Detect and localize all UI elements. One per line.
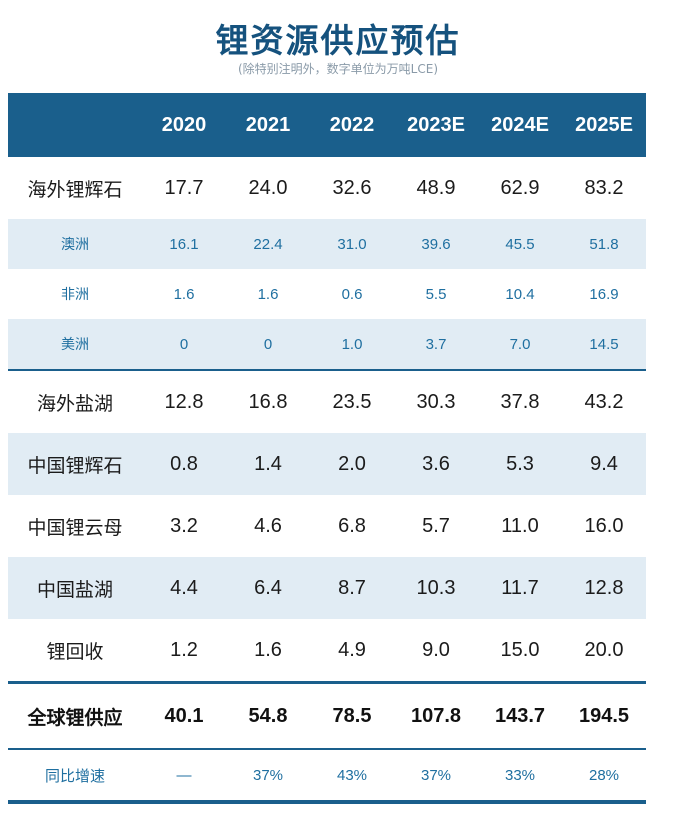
table-cell: 5.5: [425, 285, 447, 303]
table-cell: 4.4: [142, 557, 226, 619]
table-cell: 7.0: [478, 319, 562, 370]
table-row: 中国锂云母 3.2 4.6 6.8 5.7 11.0 16.0: [8, 495, 646, 557]
table-cell: 0: [142, 319, 226, 370]
growth-row: 同比增速 — 37% 43% 37% 33% 28%: [8, 748, 646, 804]
table-cell: 30.3: [394, 369, 478, 433]
table-cell: 43%: [310, 748, 394, 804]
row-label: 同比增速: [8, 748, 142, 804]
table-cell: 33%: [478, 748, 562, 804]
table-cell: 194.5: [562, 681, 646, 749]
row-label: 中国盐湖: [8, 557, 142, 619]
table-cell: 4.6: [254, 514, 282, 537]
table-cell: 17.7: [164, 176, 204, 199]
page-subtitle: (除特别注明外，数字单位为万吨LCE): [237, 62, 438, 76]
table-cell: 37%: [226, 748, 310, 804]
header-cell: 2025E: [562, 93, 646, 157]
table-cell: 12.8: [562, 557, 646, 619]
total-row: 全球锂供应 40.1 54.8 78.5 107.8 143.7 194.5: [8, 681, 646, 749]
page-title: 锂资源供应预估: [215, 21, 461, 60]
table-cell: 40.1: [142, 681, 226, 749]
table-cell: 16.1: [142, 219, 226, 269]
table-cell: 6.4: [226, 557, 310, 619]
table-cell: 83.2: [584, 176, 624, 199]
table-cell: 12.8: [142, 369, 226, 433]
table-cell: 0.6: [341, 285, 363, 303]
table-cell: 78.5: [310, 681, 394, 749]
table-cell: 8.7: [310, 557, 394, 619]
table-cell: 37%: [394, 748, 478, 804]
table-cell: 16.9: [589, 285, 619, 303]
lithium-supply-table: 2020 2021 2022 2023E 2024E 2025E 海外锂辉石 1…: [8, 93, 646, 804]
table-cell: 9.0: [422, 638, 450, 661]
header-cell: 2024E: [478, 93, 562, 157]
table-header-row: 2020 2021 2022 2023E 2024E 2025E: [8, 93, 646, 157]
row-label: 中国锂云母: [27, 516, 123, 539]
table-cell: 107.8: [394, 681, 478, 749]
table-cell: 4.9: [338, 638, 366, 661]
table-row: 锂回收 1.2 1.6 4.9 9.0 15.0 20.0: [8, 619, 646, 683]
row-label: 海外锂辉石: [27, 178, 123, 201]
header-cell: 2020: [142, 93, 226, 157]
table-row: 非洲 1.6 1.6 0.6 5.5 10.4 16.9: [8, 269, 646, 319]
table-cell: 39.6: [394, 219, 478, 269]
table-cell: 45.5: [478, 219, 562, 269]
table-cell: 16.8: [226, 369, 310, 433]
table-cell: 0.8: [142, 433, 226, 495]
table-cell: 5.7: [422, 514, 450, 537]
header-cell: 2022: [310, 93, 394, 157]
table-cell: 23.5: [310, 369, 394, 433]
table-cell: 5.3: [478, 433, 562, 495]
row-label: 全球锂供应: [8, 681, 142, 749]
table-cell: 3.6: [394, 433, 478, 495]
row-label: 海外盐湖: [8, 369, 142, 433]
table-cell: 2.0: [310, 433, 394, 495]
row-label: 非洲: [61, 287, 89, 303]
row-label: 澳洲: [8, 219, 142, 269]
table-cell: 6.8: [338, 514, 366, 537]
table-row: 美洲 0 0 1.0 3.7 7.0 14.5: [8, 319, 646, 370]
table-cell: 54.8: [226, 681, 310, 749]
table-row: 海外盐湖 12.8 16.8 23.5 30.3 37.8 43.2: [8, 369, 646, 433]
table-cell: 1.6: [257, 285, 279, 303]
table-cell: 24.0: [248, 176, 288, 199]
table-cell: 1.0: [310, 319, 394, 370]
table-row: 中国锂辉石 0.8 1.4 2.0 3.6 5.3 9.4: [8, 433, 646, 495]
table-cell: —: [142, 748, 226, 804]
table-cell: 0: [226, 319, 310, 370]
header-cell-blank: [8, 93, 142, 157]
row-label: 中国锂辉石: [8, 433, 142, 495]
table-row: 海外锂辉石 17.7 24.0 32.6 48.9 62.9 83.2: [8, 157, 646, 219]
header-cell: 2023E: [394, 93, 478, 157]
table-cell: 14.5: [562, 319, 646, 370]
table-cell: 22.4: [226, 219, 310, 269]
table-cell: 11.7: [478, 557, 562, 619]
table-cell: 43.2: [562, 369, 646, 433]
table-row: 中国盐湖 4.4 6.4 8.7 10.3 11.7 12.8: [8, 557, 646, 619]
table-cell: 16.0: [584, 514, 624, 537]
table-cell: 15.0: [500, 638, 540, 661]
table-cell: 51.8: [562, 219, 646, 269]
table-cell: 10.4: [505, 285, 535, 303]
table-cell: 37.8: [478, 369, 562, 433]
table-cell: 31.0: [310, 219, 394, 269]
table-cell: 11.0: [501, 514, 539, 537]
table-cell: 3.7: [394, 319, 478, 370]
table-cell: 143.7: [478, 681, 562, 749]
table-cell: 1.4: [226, 433, 310, 495]
row-label: 锂回收: [46, 640, 104, 663]
header-cell: 2021: [226, 93, 310, 157]
table-cell: 48.9: [416, 176, 456, 199]
table-cell: 1.6: [173, 285, 195, 303]
row-label: 美洲: [8, 319, 142, 370]
table-cell: 9.4: [562, 433, 646, 495]
table-cell: 28%: [562, 748, 646, 804]
table-row: 澳洲 16.1 22.4 31.0 39.6 45.5 51.8: [8, 219, 646, 269]
table-cell: 1.2: [170, 638, 198, 661]
table-cell: 10.3: [394, 557, 478, 619]
table-cell: 32.6: [332, 176, 372, 199]
table-cell: 20.0: [584, 638, 624, 661]
table-cell: 1.6: [254, 638, 282, 661]
table-cell: 62.9: [500, 176, 540, 199]
table-cell: 3.2: [170, 514, 198, 537]
